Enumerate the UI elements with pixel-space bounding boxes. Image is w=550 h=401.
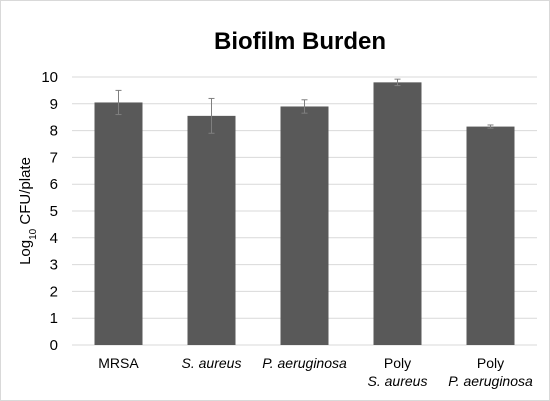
y-tick-label: 10: [41, 69, 58, 86]
bar: [466, 126, 515, 345]
y-tick-labels: 0 1 2 3 4 5 6 7 8 9 10: [41, 69, 58, 354]
x-category-label: Poly: [477, 355, 504, 371]
y-tick-label: 4: [50, 230, 58, 247]
y-tick-label: 5: [50, 203, 58, 220]
x-category-label: Poly: [384, 355, 411, 371]
y-tick-label: 6: [50, 176, 58, 193]
x-category-labels: MRSA S. aureus P. aeruginosa Poly S. aureus P…: [98, 355, 533, 389]
bars: [94, 82, 515, 346]
y-tick-label: 1: [50, 310, 58, 327]
x-category-label: P. aeruginosa: [262, 355, 347, 371]
y-tick-label: 7: [50, 149, 58, 166]
bar: [187, 115, 236, 345]
x-category-label: S. aureus: [182, 355, 242, 371]
y-tick-label: 2: [50, 283, 58, 300]
y-tick-label: 0: [50, 337, 58, 354]
bar: [280, 106, 329, 345]
y-tick-label: 9: [50, 96, 58, 113]
x-category-label: MRSA: [98, 355, 139, 371]
error-bars: [115, 78, 494, 134]
y-axis-label-subscript: 10: [28, 228, 39, 240]
y-axis-label: Log10 CFU/plate: [17, 157, 39, 265]
y-axis-label-prefix: Log: [17, 240, 34, 265]
bar: [94, 102, 143, 346]
y-tick-label: 3: [50, 257, 58, 274]
bar: [373, 82, 422, 346]
y-tick-label: 8: [50, 123, 58, 140]
chart-title: Biofilm Burden: [214, 28, 386, 55]
y-axis-label-suffix: CFU/plate: [17, 157, 34, 229]
x-category-label-line2: P. aeruginosa: [448, 373, 533, 389]
x-category-label-line2: S. aureus: [368, 373, 428, 389]
